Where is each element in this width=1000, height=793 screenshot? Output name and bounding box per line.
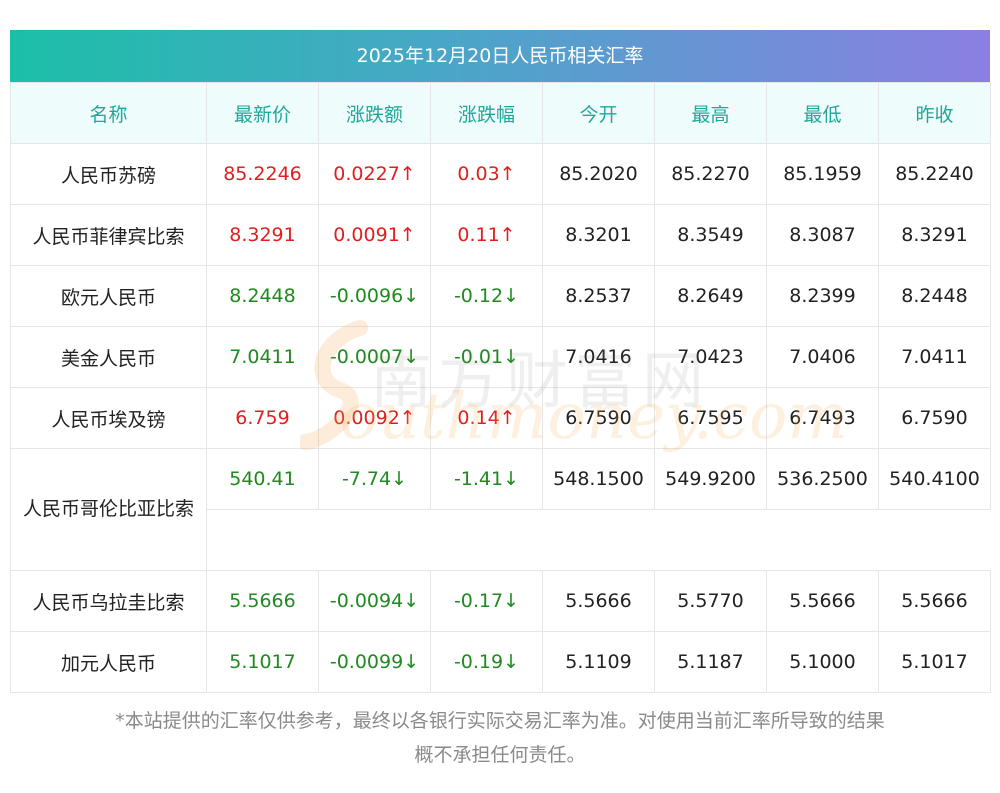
table-row: 欧元人民币 8.2448 -0.0096↓ -0.12↓ 8.2537 8.26… — [10, 265, 991, 327]
prev-close: 540.4100 — [878, 448, 991, 510]
prev-close: 7.0411 — [878, 326, 991, 388]
rate-panel: 2025年12月20日人民币相关汇率 名称 最新价 涨跌额 涨跌幅 今开 最高 … — [10, 30, 991, 693]
change-percent: -1.41↓ — [430, 448, 543, 510]
change-amount: 0.0092↑ — [318, 387, 431, 449]
low-price: 5.1000 — [766, 631, 879, 693]
open-price: 5.5666 — [542, 570, 655, 632]
open-price: 5.1109 — [542, 631, 655, 693]
change-percent: 0.11↑ — [430, 204, 543, 266]
table-row: 人民币埃及镑 6.759 0.0092↑ 0.14↑ 6.7590 6.7595… — [10, 387, 991, 449]
change-percent: -0.12↓ — [430, 265, 543, 327]
header-latest: 最新价 — [206, 82, 319, 144]
header-open: 今开 — [542, 82, 655, 144]
header-change: 涨跌额 — [318, 82, 431, 144]
disclaimer: *本站提供的汇率仅供参考，最终以各银行实际交易汇率为准。对使用当前汇率所导致的结… — [10, 704, 990, 772]
prev-close: 5.5666 — [878, 570, 991, 632]
change-amount: -0.0099↓ — [318, 631, 431, 693]
table-row: 人民币哥伦比亚比索 540.41 -7.74↓ -1.41↓ 548.1500 … — [10, 448, 991, 571]
table-title: 2025年12月20日人民币相关汇率 — [10, 30, 990, 82]
change-percent: 0.03↑ — [430, 143, 543, 205]
latest-price: 8.3291 — [206, 204, 319, 266]
open-price: 8.3201 — [542, 204, 655, 266]
currency-name: 人民币菲律宾比索 — [10, 204, 207, 266]
high-price: 85.2270 — [654, 143, 767, 205]
change-amount: -0.0096↓ — [318, 265, 431, 327]
high-price: 549.9200 — [654, 448, 767, 510]
high-price: 8.2649 — [654, 265, 767, 327]
prev-close: 85.2240 — [878, 143, 991, 205]
high-price: 7.0423 — [654, 326, 767, 388]
change-percent: -0.17↓ — [430, 570, 543, 632]
latest-price: 85.2246 — [206, 143, 319, 205]
table-row-continuation — [11, 509, 991, 571]
change-percent: 0.14↑ — [430, 387, 543, 449]
high-price: 5.5770 — [654, 570, 767, 632]
currency-name: 人民币埃及镑 — [10, 387, 207, 449]
table-row: 美金人民币 7.0411 -0.0007↓ -0.01↓ 7.0416 7.04… — [10, 326, 991, 388]
header-row: 名称 最新价 涨跌额 涨跌幅 今开 最高 最低 昨收 — [10, 82, 991, 144]
latest-price: 8.2448 — [206, 265, 319, 327]
low-price: 5.5666 — [766, 570, 879, 632]
latest-price: 7.0411 — [206, 326, 319, 388]
prev-close: 6.7590 — [878, 387, 991, 449]
disclaimer-line-1: *本站提供的汇率仅供参考，最终以各银行实际交易汇率为准。对使用当前汇率所导致的结… — [115, 710, 885, 732]
exchange-rate-table: 名称 最新价 涨跌额 涨跌幅 今开 最高 最低 昨收 人民币苏磅 85.2246… — [10, 82, 991, 693]
prev-close: 8.3291 — [878, 204, 991, 266]
latest-price: 540.41 — [206, 448, 319, 510]
header-name: 名称 — [10, 82, 207, 144]
header-low: 最低 — [766, 82, 879, 144]
empty-cell — [206, 509, 991, 571]
disclaimer-line-2: 概不承担任何责任。 — [414, 744, 586, 766]
header-prev-close: 昨收 — [878, 82, 991, 144]
change-percent: -0.19↓ — [430, 631, 543, 693]
high-price: 5.1187 — [654, 631, 767, 693]
prev-close: 8.2448 — [878, 265, 991, 327]
low-price: 6.7493 — [766, 387, 879, 449]
change-amount: -0.0094↓ — [318, 570, 431, 632]
low-price: 7.0406 — [766, 326, 879, 388]
low-price: 85.1959 — [766, 143, 879, 205]
change-amount: -7.74↓ — [318, 448, 431, 510]
table-row: 加元人民币 5.1017 -0.0099↓ -0.19↓ 5.1109 5.11… — [10, 631, 991, 693]
high-price: 8.3549 — [654, 204, 767, 266]
open-price: 7.0416 — [542, 326, 655, 388]
header-high: 最高 — [654, 82, 767, 144]
low-price: 8.2399 — [766, 265, 879, 327]
prev-close: 5.1017 — [878, 631, 991, 693]
latest-price: 6.759 — [206, 387, 319, 449]
change-amount: 0.0227↑ — [318, 143, 431, 205]
currency-name: 人民币苏磅 — [10, 143, 207, 205]
currency-name: 人民币乌拉圭比索 — [10, 570, 207, 632]
low-price: 536.2500 — [766, 448, 879, 510]
open-price: 548.1500 — [542, 448, 655, 510]
high-price: 6.7595 — [654, 387, 767, 449]
open-price: 6.7590 — [542, 387, 655, 449]
table-row: 人民币乌拉圭比索 5.5666 -0.0094↓ -0.17↓ 5.5666 5… — [10, 570, 991, 632]
open-price: 8.2537 — [542, 265, 655, 327]
low-price: 8.3087 — [766, 204, 879, 266]
header-change-pct: 涨跌幅 — [430, 82, 543, 144]
table-row: 人民币苏磅 85.2246 0.0227↑ 0.03↑ 85.2020 85.2… — [10, 143, 991, 205]
currency-name: 欧元人民币 — [10, 265, 207, 327]
open-price: 85.2020 — [542, 143, 655, 205]
currency-name: 美金人民币 — [10, 326, 207, 388]
change-percent: -0.01↓ — [430, 326, 543, 388]
change-amount: 0.0091↑ — [318, 204, 431, 266]
change-amount: -0.0007↓ — [318, 326, 431, 388]
latest-price: 5.5666 — [206, 570, 319, 632]
latest-price: 5.1017 — [206, 631, 319, 693]
table-row: 人民币菲律宾比索 8.3291 0.0091↑ 0.11↑ 8.3201 8.3… — [10, 204, 991, 266]
currency-name: 人民币哥伦比亚比索 — [10, 448, 207, 571]
currency-name: 加元人民币 — [10, 631, 207, 693]
